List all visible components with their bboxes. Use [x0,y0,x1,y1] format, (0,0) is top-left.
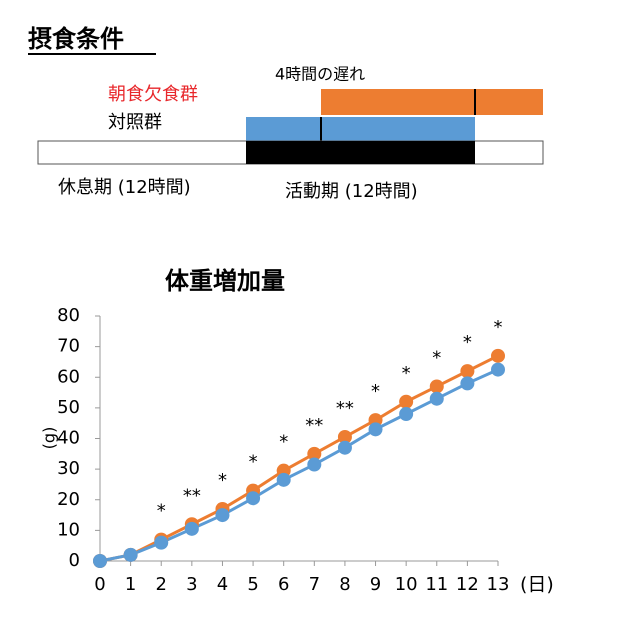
x-tick-label: 2 [156,574,167,595]
point [429,379,444,394]
point [93,554,107,568]
significance: ** [305,415,323,436]
significance: * [494,317,503,338]
significance: * [463,332,472,353]
rest-label: 休息期 (12時間) [58,177,191,198]
y-tick-label: 0 [69,550,80,571]
night-bar [246,141,475,164]
point [184,521,199,536]
y-tick-label: 40 [57,428,80,449]
chart-title: 体重増加量 [165,267,285,295]
orange-bar [321,89,543,115]
active-label: 活動期 (12時間) [285,181,418,202]
y-tick-label: 20 [57,489,80,510]
significance: ** [336,398,354,419]
significance: * [402,363,411,384]
point [307,457,322,472]
significance: * [157,501,166,522]
significance: * [371,381,380,402]
point [460,376,475,391]
x-tick-label: 6 [278,574,289,595]
x-tick-label: 9 [370,574,381,595]
point [246,491,261,506]
x-tick-label: 7 [309,574,320,595]
point [491,348,505,363]
point [276,472,291,487]
x-unit: (日) [520,574,554,596]
point [399,394,414,409]
x-tick-label: 5 [247,574,258,595]
point [307,446,322,461]
point [215,508,230,523]
x-tick-label: 3 [186,574,197,595]
x-tick-label: 11 [425,574,448,595]
x-tick-label: 12 [456,574,479,595]
point [368,422,383,437]
x-tick-label: 10 [395,574,418,595]
point [337,440,352,455]
y-tick-label: 80 [57,305,80,326]
y-tick-label: 70 [57,336,80,357]
x-tick-label: 4 [217,574,228,595]
point [491,362,505,377]
point [123,547,138,562]
group-label: 朝食欠食群 [108,84,198,105]
y-label: (g) [40,427,59,450]
significance: ** [183,485,201,506]
point [399,407,414,421]
point [460,364,475,379]
blue-bar [246,117,475,141]
significance: * [279,432,288,453]
x-tick-label: 0 [94,574,105,595]
significance: * [249,452,258,473]
x-tick-label: 1 [125,574,136,595]
y-tick-label: 30 [57,458,80,479]
group-label: 対照群 [108,112,162,133]
y-tick-label: 10 [57,519,80,540]
point [154,535,169,550]
point [337,429,352,444]
y-tick-label: 60 [57,366,80,387]
y-tick-label: 50 [57,397,80,418]
x-tick-label: 8 [339,574,350,595]
diagram-title: 摂食条件 [28,25,124,53]
x-tick-label: 13 [487,574,510,595]
point [429,391,444,406]
significance: * [432,347,441,368]
significance: * [218,470,227,491]
delay-label: 4時間の遅れ [275,65,365,84]
